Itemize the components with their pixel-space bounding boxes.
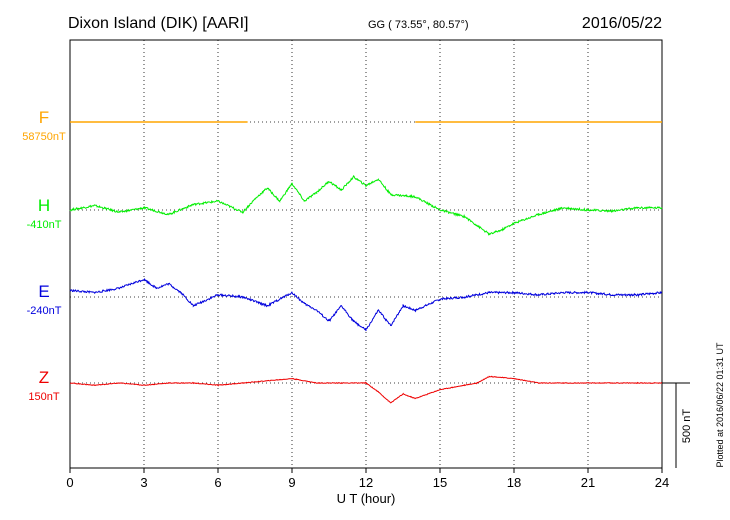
series-name-H: H: [38, 196, 50, 215]
series-group: [69, 121, 663, 404]
series-baseline-E: -240nT: [27, 305, 62, 317]
series-baseline-Z: 150nT: [28, 391, 59, 403]
station-title: Dixon Island (DIK) [AARI]: [68, 15, 249, 32]
series-line-Z: [70, 375, 663, 404]
x-tick-label-18: 18: [507, 475, 521, 490]
grid-lines: [143, 40, 589, 468]
scale-bar-label: 500 nT: [681, 409, 693, 444]
station-coords: GG ( 73.55°, 80.57°): [368, 19, 469, 31]
x-axis-ticks: 0 3 6 9 12 15 18 21 24: [66, 468, 669, 490]
series-labels: F 58750nT H -410nT E -240nT Z 150nT: [22, 108, 66, 403]
x-tick-label-0: 0: [66, 475, 73, 490]
series-line-H: [69, 174, 663, 236]
x-tick-label-3: 3: [140, 475, 147, 490]
x-tick-label-15: 15: [433, 475, 447, 490]
x-tick-label-9: 9: [288, 475, 295, 490]
x-tick-label-6: 6: [214, 475, 221, 490]
x-tick-label-21: 21: [581, 475, 595, 490]
plot-date: 2016/05/22: [582, 15, 662, 32]
series-baseline-H: -410nT: [27, 219, 62, 231]
series-name-E: E: [38, 282, 49, 301]
series-name-F: F: [39, 108, 49, 127]
x-tick-label-24: 24: [655, 475, 669, 490]
x-axis-label: U T (hour): [337, 491, 396, 506]
x-tick-label-12: 12: [359, 475, 373, 490]
plotted-timestamp: Plotted at 2016/06/22 01:31 UT: [715, 342, 725, 468]
series-line-E: [69, 278, 663, 332]
series-baseline-F: 58750nT: [22, 131, 66, 143]
series-name-Z: Z: [39, 368, 49, 387]
